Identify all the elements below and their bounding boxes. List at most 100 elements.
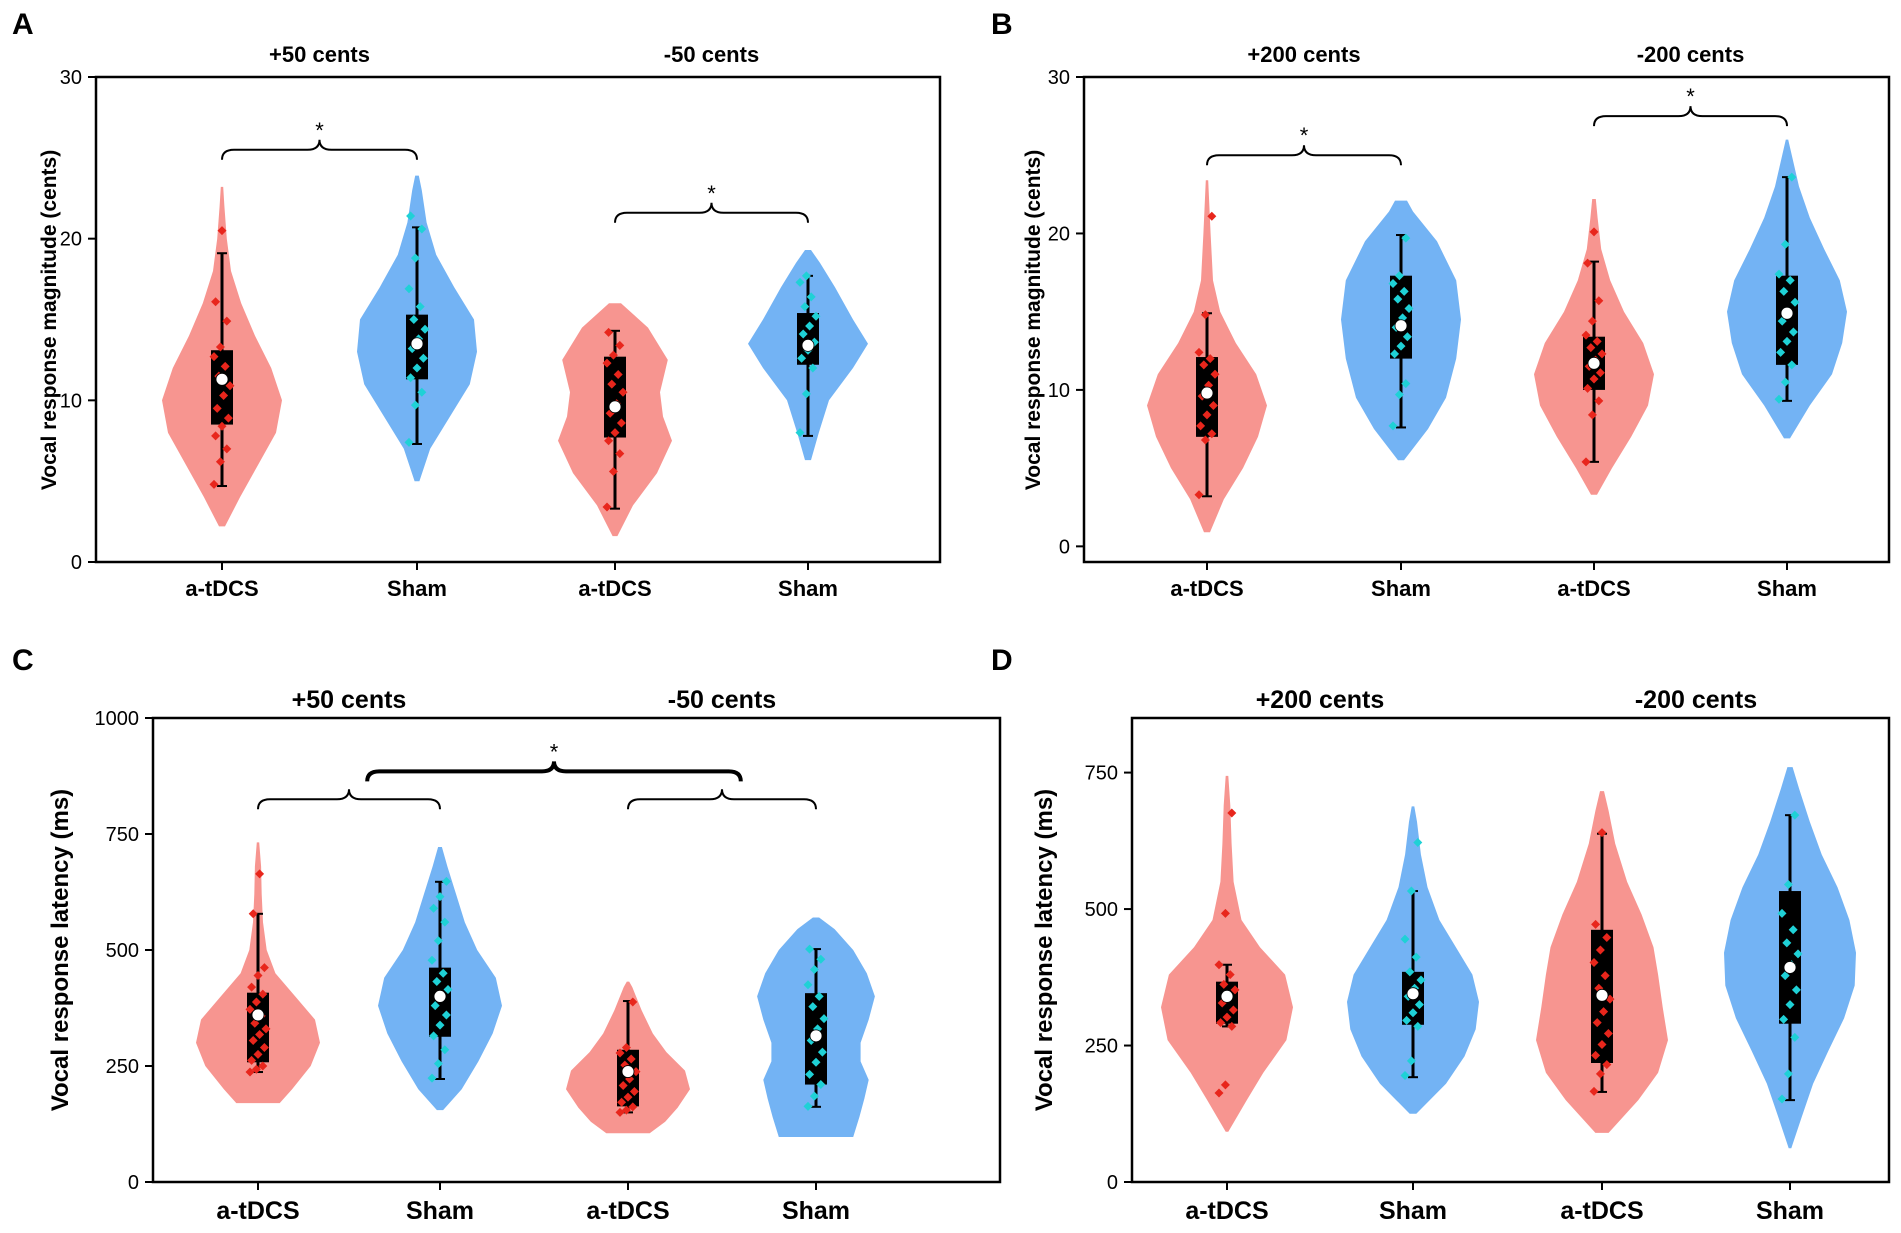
data-point	[1402, 332, 1412, 342]
condition-label: -200 cents	[1635, 686, 1757, 714]
data-point	[616, 418, 626, 428]
data-point	[797, 353, 807, 363]
data-point	[811, 1057, 821, 1067]
data-point	[1194, 490, 1204, 500]
data-point	[608, 466, 618, 476]
data-point	[441, 1010, 451, 1020]
x-tick-label: Sham	[1756, 1197, 1824, 1225]
data-point	[1393, 294, 1403, 304]
data-point	[209, 479, 219, 489]
data-point	[803, 980, 813, 990]
data-point	[1783, 1069, 1793, 1079]
data-point	[809, 964, 819, 974]
data-point	[258, 989, 268, 999]
data-point	[443, 984, 453, 994]
mean-marker-4	[809, 1029, 823, 1043]
data-point	[610, 428, 620, 438]
data-point	[1194, 347, 1204, 357]
data-point	[604, 327, 614, 337]
data-point	[1779, 286, 1789, 296]
y-tick-label: 0	[71, 552, 82, 574]
mean-marker-3	[1587, 356, 1601, 370]
y-axis-label: Vocal response magnitude (cents)	[1022, 150, 1045, 490]
y-tick-label: 0	[128, 1172, 139, 1194]
data-point	[1589, 374, 1599, 384]
significance-marker: *	[1686, 84, 1695, 109]
data-point	[1779, 1014, 1789, 1024]
data-point	[1404, 304, 1414, 314]
data-point	[1214, 960, 1224, 970]
data-point	[412, 363, 422, 373]
y-axis-label: Vocal response latency (ms)	[47, 789, 74, 1111]
y-tick-label: 30	[60, 67, 82, 89]
y-tick-label: 750	[1085, 763, 1118, 785]
data-point	[1230, 985, 1240, 995]
data-point	[1388, 421, 1398, 431]
data-point	[1587, 316, 1597, 326]
data-point	[1587, 410, 1597, 420]
mean-marker-3	[1595, 988, 1609, 1002]
data-point	[1787, 360, 1797, 370]
data-point	[417, 387, 427, 397]
significance-marker: *	[315, 118, 324, 143]
significance-bracket	[365, 761, 743, 782]
x-tick-label: a-tDCS	[578, 576, 651, 601]
data-point	[1196, 421, 1206, 431]
data-point	[1400, 934, 1410, 944]
plot-frame	[94, 75, 942, 564]
data-point	[1785, 275, 1795, 285]
data-point	[1594, 296, 1604, 306]
data-point	[618, 1080, 628, 1090]
data-point	[809, 1091, 819, 1101]
data-point	[613, 369, 623, 379]
data-point	[604, 436, 614, 446]
data-point	[1406, 886, 1416, 896]
data-point	[1399, 286, 1409, 296]
y-tick-label: 10	[1048, 380, 1070, 402]
data-point	[1597, 828, 1607, 838]
data-point	[1394, 390, 1404, 400]
data-point	[607, 379, 617, 389]
data-point	[251, 1064, 261, 1074]
data-point	[602, 502, 612, 512]
data-point	[1791, 985, 1801, 995]
data-point	[1411, 952, 1421, 962]
data-point	[617, 1097, 627, 1107]
data-point	[404, 437, 414, 447]
y-axis-label: Vocal response magnitude (cents)	[38, 150, 61, 490]
data-point	[1408, 1008, 1418, 1018]
data-point	[629, 1087, 639, 1097]
x-tick-label: Sham	[1371, 576, 1431, 601]
data-point	[1207, 211, 1217, 221]
panel-letter: D	[991, 644, 1013, 677]
data-point	[253, 971, 263, 981]
data-point	[1774, 269, 1784, 279]
data-point	[618, 387, 628, 397]
x-tick-label: a-tDCS	[586, 1197, 669, 1225]
panel-letter: B	[991, 8, 1013, 41]
x-tick-label: Sham	[1379, 1197, 1447, 1225]
plot-frame	[1130, 716, 1891, 1184]
y-tick-label: 30	[1048, 67, 1070, 89]
data-point	[1774, 394, 1784, 404]
x-tick-label: Sham	[406, 1197, 474, 1225]
data-point	[417, 224, 427, 234]
data-point	[1225, 970, 1235, 980]
x-tick-label: Sham	[387, 576, 447, 601]
data-point	[253, 1049, 263, 1059]
data-point	[1210, 369, 1220, 379]
data-point	[255, 869, 265, 879]
data-point	[1785, 1000, 1795, 1010]
data-point	[410, 253, 420, 263]
data-point	[1228, 1005, 1238, 1015]
x-tick-label: Sham	[782, 1197, 850, 1225]
condition-label: -50 cents	[668, 686, 776, 714]
data-point	[1591, 919, 1601, 929]
significance-bracket	[1206, 145, 1402, 166]
significance-marker: *	[707, 181, 716, 206]
data-point	[429, 903, 439, 913]
data-point	[1790, 810, 1800, 820]
plot-frame	[1082, 75, 1891, 564]
data-point	[440, 917, 450, 927]
data-point	[247, 982, 257, 992]
